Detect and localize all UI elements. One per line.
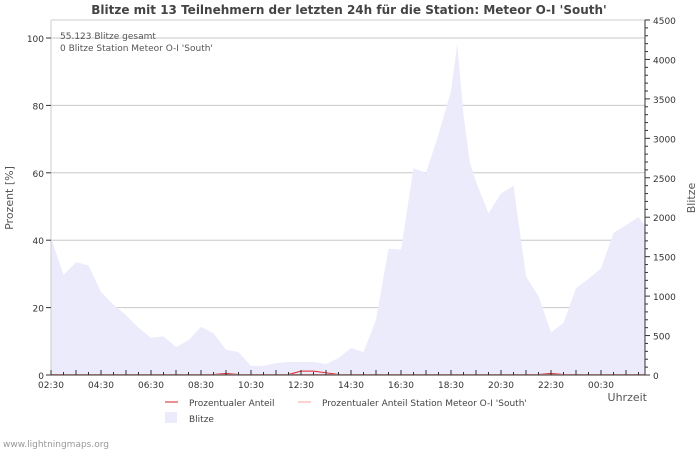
x-tick-label: 16:30 — [388, 381, 414, 391]
y2-tick-label: 3000 — [653, 135, 676, 145]
annotation-total: 55.123 Blitze gesamt — [60, 32, 156, 42]
legend-label-anteil: Prozentualer Anteil — [189, 399, 275, 409]
y-axis-label: Prozent [%] — [3, 166, 16, 230]
x-axis-label: Uhrzeit — [608, 391, 648, 404]
x-tick-label: 20:30 — [488, 381, 514, 391]
y-tick-label: 60 — [33, 170, 45, 180]
y2-tick-label: 2000 — [653, 214, 676, 224]
y2-tick-label: 3500 — [653, 96, 676, 106]
legend-label-blitze: Blitze — [189, 415, 214, 425]
footer-link[interactable]: www.lightningmaps.org — [3, 440, 109, 450]
x-tick-label: 04:30 — [88, 381, 114, 391]
x-tick-label: 18:30 — [438, 381, 464, 391]
y-tick-label: 80 — [33, 102, 45, 112]
y2-axis-label: Blitze — [685, 183, 698, 214]
y2-tick-label: 4000 — [653, 56, 676, 66]
legend-label-station: Prozentualer Anteil Station Meteor O-I '… — [322, 399, 527, 409]
x-tick-label: 10:30 — [238, 381, 264, 391]
y-tick-label: 100 — [27, 35, 44, 45]
x-tick-label: 06:30 — [138, 381, 164, 391]
y-tick-label: 0 — [38, 372, 44, 382]
y-tick-label: 40 — [33, 237, 45, 247]
x-tick-label: 02:30 — [38, 381, 64, 391]
y-tick-label: 20 — [33, 305, 45, 315]
x-tick-label: 00:30 — [588, 381, 614, 391]
legend-swatch-blitze — [165, 412, 177, 423]
y2-tick-label: 500 — [653, 333, 670, 343]
y2-tick-label: 1000 — [653, 293, 676, 303]
x-tick-label: 14:30 — [338, 381, 364, 391]
x-tick-label: 08:30 — [188, 381, 214, 391]
blitze-area — [51, 43, 645, 376]
y2-tick-label: 0 — [653, 372, 659, 382]
annotation-station: 0 Blitze Station Meteor O-I 'South' — [60, 44, 213, 54]
legend: Prozentualer Anteil Prozentualer Anteil … — [165, 399, 527, 425]
y2-tick-label: 2500 — [653, 175, 676, 185]
chart-title: Blitze mit 13 Teilnehmern der letzten 24… — [91, 3, 606, 17]
x-tick-label: 22:30 — [538, 381, 564, 391]
y2-tick-label: 4500 — [653, 17, 676, 27]
y2-tick-label: 1500 — [653, 254, 676, 264]
x-tick-label: 12:30 — [288, 381, 314, 391]
